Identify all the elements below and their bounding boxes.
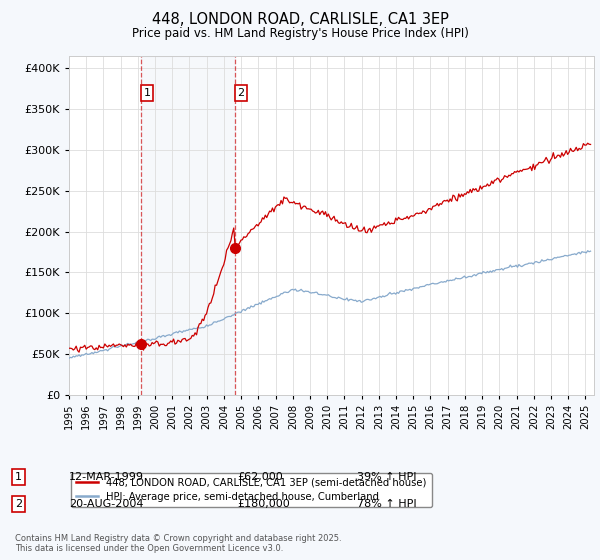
Text: 20-AUG-2004: 20-AUG-2004 [69,499,143,509]
Bar [141,56,235,395]
Text: 1: 1 [144,88,151,98]
Legend: 448, LONDON ROAD, CARLISLE, CA1 3EP (semi-detached house), HPI: Average price, s: 448, LONDON ROAD, CARLISLE, CA1 3EP (sem… [71,473,432,507]
Text: 1: 1 [15,472,22,482]
Text: 39% ↑ HPI: 39% ↑ HPI [357,472,416,482]
Text: 2: 2 [238,88,244,98]
Text: £180,000: £180,000 [237,499,290,509]
Text: Contains HM Land Registry data © Crown copyright and database right 2025.
This d: Contains HM Land Registry data © Crown c… [15,534,341,553]
Text: 78% ↑ HPI: 78% ↑ HPI [357,499,416,509]
Text: £62,000: £62,000 [237,472,283,482]
Text: 448, LONDON ROAD, CARLISLE, CA1 3EP: 448, LONDON ROAD, CARLISLE, CA1 3EP [152,12,448,27]
Text: 12-MAR-1999: 12-MAR-1999 [69,472,144,482]
Text: 2: 2 [15,499,22,509]
Text: Price paid vs. HM Land Registry's House Price Index (HPI): Price paid vs. HM Land Registry's House … [131,27,469,40]
